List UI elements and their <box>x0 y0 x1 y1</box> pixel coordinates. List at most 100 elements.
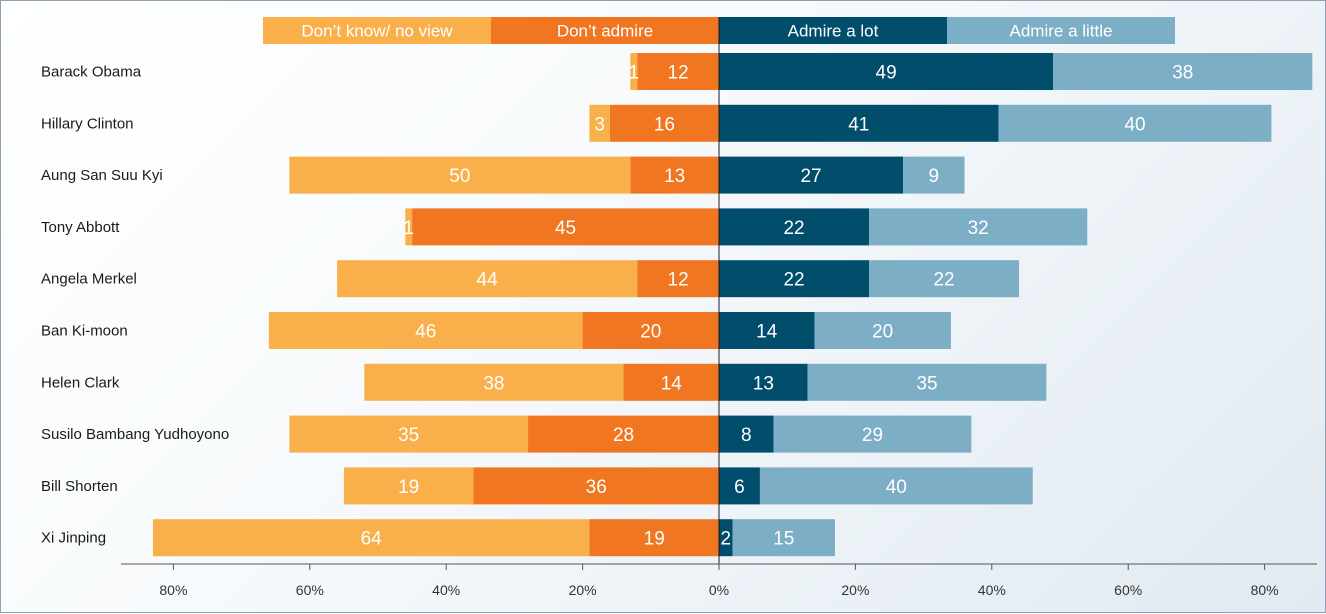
x-tick-label: 40% <box>432 582 460 598</box>
data-label: 27 <box>800 166 821 187</box>
bar-segment <box>589 104 610 142</box>
bar-segment <box>869 208 1088 246</box>
category-label: Angela Merkel <box>41 271 137 288</box>
data-label: 12 <box>668 270 689 291</box>
bar-segment <box>719 312 815 349</box>
data-label: 35 <box>916 373 937 394</box>
bar-segment <box>582 312 719 349</box>
data-label: 9 <box>929 166 940 187</box>
data-label: 6 <box>734 477 745 498</box>
bar-segment <box>268 312 583 349</box>
category-label: Xi Jinping <box>41 530 106 547</box>
data-label: 22 <box>783 218 804 239</box>
category-label: Tony Abbott <box>41 219 120 236</box>
bar-segment <box>719 156 904 194</box>
category-label: Bill Shorten <box>41 478 118 495</box>
x-tick-label: 80% <box>159 582 187 598</box>
data-label: 13 <box>664 166 685 187</box>
x-tick-label: 0% <box>709 582 729 598</box>
data-label: 38 <box>483 373 504 394</box>
legend-label: Don’t admire <box>557 22 653 41</box>
data-label: 20 <box>640 322 661 343</box>
data-label: 14 <box>661 373 683 394</box>
data-label: 36 <box>586 477 607 498</box>
data-label: 19 <box>398 477 419 498</box>
category-label: Hillary Clinton <box>41 115 134 132</box>
data-label: 22 <box>933 270 954 291</box>
category-label: Susilo Bambang Yudhoyono <box>41 426 229 443</box>
data-label: 45 <box>555 218 576 239</box>
legend-label: Don’t know/ no view <box>301 22 453 41</box>
data-label: 38 <box>1172 63 1193 84</box>
data-label: 49 <box>876 63 897 84</box>
data-label: 35 <box>398 425 419 446</box>
bar-segment <box>152 519 590 557</box>
bar-segment <box>719 53 1054 90</box>
category-label: Helen Clark <box>41 374 120 391</box>
data-label: 28 <box>613 425 634 446</box>
bar-segment <box>732 519 835 557</box>
x-tick-label: 60% <box>296 582 324 598</box>
legend-swatch <box>263 17 491 44</box>
bar-segment <box>807 363 1047 401</box>
x-tick-label: 80% <box>1251 582 1279 598</box>
bar-segment <box>630 53 638 90</box>
bar-segment <box>609 104 719 142</box>
data-label: 3 <box>594 114 605 135</box>
category-label: Ban Ki-moon <box>41 323 128 340</box>
data-label: 12 <box>668 63 689 84</box>
bar-segment <box>719 519 733 557</box>
legend-label: Admire a lot <box>788 22 879 41</box>
data-label: 29 <box>862 425 883 446</box>
data-label: 40 <box>1124 114 1145 135</box>
category-label: Aung San Suu Kyi <box>41 167 163 184</box>
data-label: 50 <box>449 166 470 187</box>
bar-segment <box>289 415 529 453</box>
bar-segment <box>405 208 413 246</box>
bar-segment <box>759 467 1033 505</box>
bar-segment <box>589 519 719 557</box>
bar-segment <box>903 156 965 194</box>
bar-segment <box>869 260 1020 298</box>
x-tick-label: 60% <box>1114 582 1142 598</box>
data-label: 14 <box>756 322 778 343</box>
x-tick-label: 20% <box>569 582 597 598</box>
data-label: 46 <box>415 322 436 343</box>
data-label: 20 <box>872 322 893 343</box>
bar-segment <box>343 467 474 505</box>
data-label: 1 <box>403 218 414 239</box>
data-label: 40 <box>886 477 907 498</box>
legend-swatch <box>719 17 947 44</box>
legend-swatch <box>947 17 1175 44</box>
bar-segment <box>719 208 870 246</box>
bar-segment <box>637 53 719 90</box>
bar-segment <box>719 104 999 142</box>
x-tick-label: 20% <box>841 582 869 598</box>
bar-segment <box>364 363 624 401</box>
data-label: 22 <box>783 270 804 291</box>
legend-swatch <box>491 17 719 44</box>
data-label: 15 <box>773 529 794 550</box>
bar-segment <box>623 363 719 401</box>
bar-segment <box>528 415 719 453</box>
x-tick-label: 40% <box>978 582 1006 598</box>
bar-segment <box>473 467 719 505</box>
bar-segment <box>719 363 808 401</box>
category-label: Barack Obama <box>41 64 142 81</box>
data-label: 13 <box>753 373 774 394</box>
data-label: 41 <box>848 114 869 135</box>
data-label: 64 <box>361 529 383 550</box>
data-label: 32 <box>968 218 989 239</box>
data-label: 19 <box>644 529 665 550</box>
bar-segment <box>337 260 638 298</box>
bar-segment <box>289 156 631 194</box>
bar-segment <box>630 156 719 194</box>
bar-segment <box>412 208 719 246</box>
bar-segment <box>814 312 951 349</box>
bar-segment <box>719 467 760 505</box>
bar-segment <box>719 260 870 298</box>
bar-segment <box>637 260 719 298</box>
bar-segment <box>1053 53 1313 90</box>
